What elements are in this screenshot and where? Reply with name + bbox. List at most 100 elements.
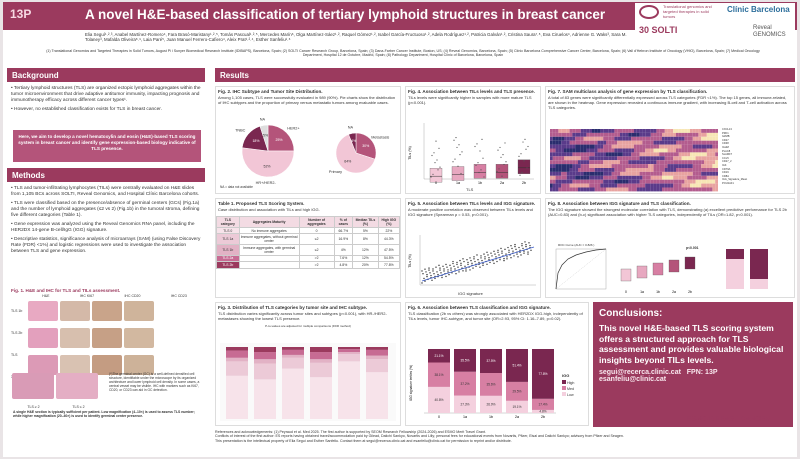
heatmap-cell bbox=[550, 156, 553, 161]
heatmap-cell bbox=[653, 136, 657, 141]
heatmap-cell bbox=[692, 140, 696, 145]
box bbox=[429, 168, 443, 183]
heatmap-cell bbox=[622, 175, 626, 180]
heatmap-cell bbox=[634, 152, 637, 157]
fig1-col: H&E bbox=[42, 294, 50, 298]
heatmap-cell bbox=[653, 148, 657, 153]
heatmap-cell bbox=[625, 129, 629, 133]
scatter-point bbox=[494, 253, 496, 255]
heatmap-cell bbox=[662, 171, 665, 176]
heatmap-cell bbox=[594, 179, 598, 184]
heatmap-cell bbox=[659, 136, 662, 141]
heatmap-cell bbox=[642, 160, 646, 165]
heatmap-cell bbox=[650, 175, 654, 180]
heatmap-cell bbox=[617, 129, 620, 133]
heatmap-cell bbox=[645, 156, 648, 161]
heatmap-cell bbox=[631, 136, 634, 141]
heatmap-cell bbox=[670, 140, 674, 145]
scatter-point bbox=[499, 259, 501, 261]
heatmap-cell bbox=[580, 171, 584, 176]
heatmap-cell bbox=[620, 175, 623, 180]
heatmap-cell bbox=[670, 160, 674, 165]
heatmap-cell bbox=[566, 156, 570, 161]
heatmap-cell bbox=[687, 136, 690, 141]
scatter-point bbox=[508, 251, 510, 253]
heatmap-cell bbox=[583, 136, 587, 141]
heatmap-cell bbox=[690, 179, 693, 184]
scatter-point bbox=[456, 261, 458, 264]
heatmap-cell bbox=[670, 144, 674, 149]
scatter-point bbox=[447, 269, 449, 271]
heatmap-cell bbox=[687, 129, 690, 133]
heatmap-cell bbox=[659, 171, 662, 176]
email-2[interactable]: esanfeliu@clinic.cat bbox=[599, 376, 667, 383]
heatmap-cell bbox=[611, 156, 615, 161]
email-1[interactable]: segui@recerca.clinic.cat FPN: 13P bbox=[599, 369, 718, 376]
heatmap-cell bbox=[580, 164, 584, 168]
heatmap-cell bbox=[650, 129, 654, 133]
fig7-heatmap bbox=[550, 129, 718, 192]
fig2-panel: Fig. 2. IHC Subtype and Tumor Site Distr… bbox=[215, 86, 401, 194]
heatmap-cell bbox=[678, 179, 682, 184]
heatmap-cell bbox=[653, 183, 657, 188]
heatmap-cell bbox=[594, 164, 598, 168]
heatmap-cell bbox=[608, 175, 612, 180]
heatmap-cell bbox=[564, 187, 567, 192]
data-point bbox=[456, 146, 458, 149]
roc-title: ROC Curve (AUC = 0.826 ) bbox=[558, 243, 595, 247]
heatmap-cell bbox=[578, 175, 581, 180]
heatmap-cell bbox=[561, 164, 564, 168]
heatmap-cell bbox=[656, 132, 660, 137]
scatter-point bbox=[480, 255, 482, 257]
fig4-title: Fig. 4. Association between TILs levels … bbox=[408, 89, 535, 94]
heatmap-cell bbox=[578, 144, 581, 149]
scatter-point bbox=[514, 243, 516, 246]
tls-bar-segment bbox=[338, 347, 360, 350]
heatmap-cell bbox=[594, 187, 598, 192]
heatmap-cell bbox=[709, 187, 713, 192]
heatmap-cell bbox=[614, 152, 618, 157]
heatmap-cell bbox=[594, 132, 598, 137]
heatmap-cell bbox=[706, 171, 710, 176]
scatter-point bbox=[500, 247, 502, 250]
heatmap-cell bbox=[670, 156, 674, 161]
heatmap-cell bbox=[712, 144, 716, 149]
bar-value-label: 17.4% bbox=[538, 403, 547, 407]
heatmap-cell bbox=[586, 164, 590, 168]
esmo-logo: ESMO BREAST CANCER bbox=[687, 416, 771, 423]
heatmap-cell bbox=[645, 175, 648, 180]
heatmap-cell bbox=[687, 187, 690, 192]
heatmap-cell bbox=[659, 160, 662, 165]
table-cell: 12% bbox=[352, 254, 379, 263]
scatter-point bbox=[491, 255, 493, 257]
scatter-point bbox=[452, 262, 454, 265]
heatmap-cell bbox=[620, 136, 623, 141]
heatmap-cell bbox=[678, 140, 682, 145]
tick-label: 2b bbox=[688, 290, 692, 294]
heatmap-cell bbox=[670, 164, 674, 168]
heatmap-cell bbox=[656, 160, 660, 165]
heatmap-cell bbox=[620, 179, 623, 184]
heatmap-cell bbox=[690, 140, 693, 145]
heatmap-cell bbox=[704, 148, 707, 153]
ihc-pie-value-label: 18% bbox=[252, 139, 259, 143]
heatmap-cell bbox=[592, 183, 595, 188]
heatmap-cell bbox=[690, 132, 693, 137]
heatmap-cell bbox=[550, 183, 553, 188]
scatter-point bbox=[445, 275, 447, 278]
heatmap-cell bbox=[575, 132, 578, 137]
heatmap-cell bbox=[662, 129, 665, 133]
heatmap-cell bbox=[592, 168, 595, 172]
heatmap-cell bbox=[667, 148, 671, 153]
ihc-pie-category-label: TNBC bbox=[235, 129, 246, 133]
heatmap-cell bbox=[583, 179, 587, 184]
heatmap-cell bbox=[600, 160, 604, 165]
heatmap-cell bbox=[684, 179, 688, 184]
heatmap-cell bbox=[701, 152, 704, 157]
heatmap-cell bbox=[684, 171, 688, 176]
heatmap-cell bbox=[631, 160, 634, 165]
heatmap-cell bbox=[566, 171, 570, 176]
heatmap-cell bbox=[698, 140, 702, 145]
heatmap-cell bbox=[586, 129, 590, 133]
heatmap-cell bbox=[650, 148, 654, 153]
